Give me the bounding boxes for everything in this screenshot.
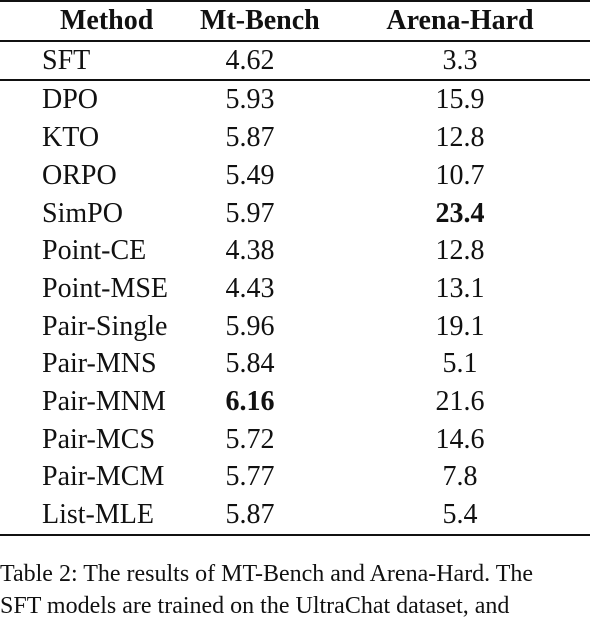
cell-method: Pair-Single (42, 310, 168, 342)
results-table: Method Mt-Bench Arena-Hard SFT 4.62 3.3 DPO… (0, 1, 590, 535)
cell-method: List-MLE (42, 499, 154, 531)
table-caption: Table 2: The results of MT-Bench and Are… (0, 558, 590, 622)
cell-arena-hard: 23.4 (435, 197, 485, 229)
cell-arena-hard: 5.4 (442, 499, 478, 531)
table-row: Pair-MCM 5.77 7.8 (0, 458, 590, 496)
cell-arena-hard: 14.6 (435, 423, 485, 455)
table-row: SFT 4.62 3.3 (0, 41, 590, 81)
cell-method: Pair-MCM (42, 461, 165, 493)
table-row: DPO 5.93 15.9 (0, 80, 590, 119)
cell-mt-bench: 5.96 (225, 310, 275, 342)
cell-method: ORPO (42, 159, 117, 191)
cell-arena-hard: 5.1 (442, 348, 478, 380)
table-row: List-MLE 5.87 5.4 (0, 496, 590, 535)
cell-arena-hard: 21.6 (435, 386, 485, 418)
cell-mt-bench: 5.93 (225, 84, 275, 116)
header-mt-bench: Mt-Bench (200, 5, 320, 36)
table-row: ORPO 5.49 10.7 (0, 157, 590, 195)
cell-mt-bench: 5.87 (225, 122, 275, 154)
header-arena-hard: Arena-Hard (386, 5, 534, 36)
cell-method: Point-CE (42, 235, 147, 267)
table-row: Pair-Single 5.96 19.1 (0, 308, 590, 346)
cell-method: DPO (42, 84, 99, 116)
table-row: Pair-MCS 5.72 14.6 (0, 421, 590, 459)
table-row: Point-MSE 4.43 13.1 (0, 270, 590, 308)
cell-arena-hard: 15.9 (435, 84, 485, 116)
header-method: Method (60, 5, 154, 36)
cell-mt-bench: 5.72 (225, 423, 275, 455)
cell-arena-hard: 10.7 (435, 159, 485, 191)
cell-method: Pair-MNM (42, 386, 166, 418)
cell-arena-hard: 7.8 (442, 461, 478, 493)
cell-mt-bench: 5.77 (225, 461, 275, 493)
cell-mt-bench: 6.16 (225, 386, 275, 418)
cell-mt-bench: 5.84 (225, 348, 275, 380)
cell-method: SimPO (42, 197, 123, 229)
cell-method: Pair-MNS (42, 348, 157, 380)
cell-mt-bench: 4.62 (225, 44, 275, 76)
table-row: SimPO 5.97 23.4 (0, 195, 590, 233)
cell-method: Pair-MCS (42, 423, 156, 455)
table-row: Pair-MNS 5.84 5.1 (0, 345, 590, 383)
caption-line: SFT models are trained on the UltraChat … (0, 593, 510, 619)
cell-method: Point-MSE (42, 272, 169, 304)
cell-method: SFT (42, 44, 91, 76)
table-row: KTO 5.87 12.8 (0, 119, 590, 157)
caption-line: Table 2: The results of MT-Bench and Are… (0, 561, 534, 587)
cell-arena-hard: 12.8 (435, 122, 485, 154)
cell-mt-bench: 5.49 (225, 159, 275, 191)
cell-method: KTO (42, 122, 100, 154)
cell-arena-hard: 12.8 (435, 235, 485, 267)
cell-mt-bench: 4.43 (225, 272, 275, 304)
table-row: Pair-MNM 6.16 21.6 (0, 383, 590, 421)
table-body: SFT 4.62 3.3 DPO 5.93 15.9 KTO 5.87 12.8 ORPO 5.49… (0, 41, 590, 535)
cell-mt-bench: 4.38 (225, 235, 275, 267)
table-row: Point-CE 4.38 12.8 (0, 232, 590, 270)
table-header-row: Method Mt-Bench Arena-Hard (0, 1, 590, 41)
cell-arena-hard: 3.3 (442, 44, 478, 76)
cell-arena-hard: 13.1 (435, 272, 485, 304)
cell-mt-bench: 5.97 (225, 197, 275, 229)
results-table-container: Method Mt-Bench Arena-Hard SFT 4.62 3.3 DPO… (0, 1, 590, 535)
cell-mt-bench: 5.87 (225, 499, 275, 531)
cell-arena-hard: 19.1 (435, 310, 485, 342)
